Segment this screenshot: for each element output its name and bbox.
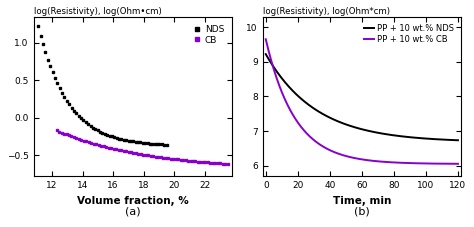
CB [93,143,99,146]
PP + 10 wt.% CB [367,159,373,162]
PP + 10 wt.% NDS [377,132,383,135]
Text: (b): (b) [354,206,370,216]
PP + 10 wt.% NDS [354,127,360,129]
CB [54,129,59,132]
PP + 10 wt.% NDS [367,130,373,133]
X-axis label: Time, min: Time, min [333,195,391,205]
NDS [161,143,167,146]
CB [200,160,206,163]
CB [198,160,203,163]
PP + 10 wt.% NDS [420,137,426,140]
NDS [149,142,155,145]
Line: PP + 10 wt.% NDS: PP + 10 wt.% NDS [266,54,458,140]
PP + 10 wt.% NDS [450,139,456,141]
PP + 10 wt.% CB [356,157,361,160]
NDS [164,143,169,146]
PP + 10 wt.% NDS [455,139,461,142]
PP + 10 wt.% CB [377,160,383,163]
Text: (a): (a) [125,206,141,216]
NDS [36,25,41,28]
PP + 10 wt.% CB [450,162,456,165]
Line: NDS: NDS [37,25,168,146]
NDS [83,121,89,124]
X-axis label: Volume fraction, %: Volume fraction, % [77,195,189,205]
NDS [66,103,72,106]
Legend: PP + 10 wt.% NDS, PP + 10 wt.% CB: PP + 10 wt.% NDS, PP + 10 wt.% CB [361,21,457,47]
PP + 10 wt.% CB [263,38,269,41]
PP + 10 wt.% CB [420,162,426,165]
CB [148,154,154,157]
CB [106,146,111,149]
Line: CB: CB [55,129,229,165]
PP + 10 wt.% CB [455,163,461,165]
CB [225,163,230,165]
Text: log(Resistivity), log(Ohm*cm): log(Resistivity), log(Ohm*cm) [263,7,390,16]
CB [99,144,104,147]
PP + 10 wt.% NDS [356,127,361,130]
Line: PP + 10 wt.% CB: PP + 10 wt.% CB [266,39,458,164]
PP + 10 wt.% CB [354,157,360,160]
Legend: NDS, CB: NDS, CB [188,21,228,48]
PP + 10 wt.% NDS [263,53,269,56]
NDS [59,91,65,94]
NDS [50,71,55,74]
Text: log(Resistivity), log(Ohm•cm): log(Resistivity), log(Ohm•cm) [34,7,162,16]
